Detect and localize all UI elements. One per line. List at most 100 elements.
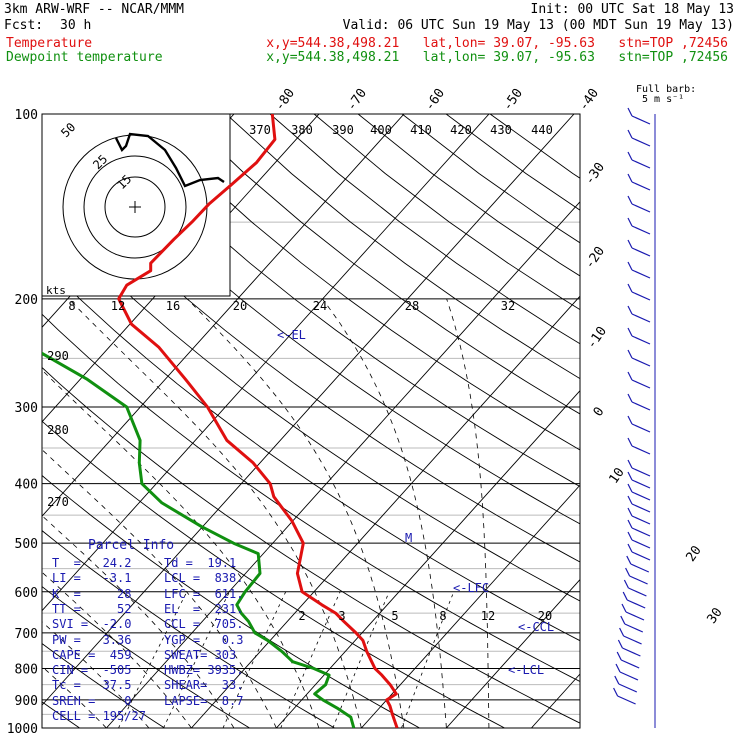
dry-adiabat (42, 420, 506, 728)
temperature-tick-label: -80 (272, 86, 298, 114)
moist-adiabat (42, 369, 320, 728)
wind-barb (622, 647, 641, 657)
wind-barb (619, 671, 639, 681)
isotherm (361, 484, 580, 728)
wind-barb (613, 687, 619, 697)
mixing-ratio-label: 12 (481, 609, 495, 623)
mixing-ratio-label: 2 (298, 609, 305, 623)
temperature-tick-label: 30 (704, 605, 725, 626)
pressure-tick-label: 600 (15, 586, 38, 601)
ccl-annotation: <-CCL (518, 620, 554, 634)
parcel-info-row: LI = -3.1 LCL = 838. (52, 571, 243, 586)
parcel-info-right: LCL = 838. (164, 571, 244, 586)
wind-barb (616, 651, 622, 661)
wind-barbs (613, 107, 656, 728)
parcel-info-row: Tc = 37.5 SHEAR= 33. (52, 678, 243, 693)
hodo-speed-tick: 12 (111, 299, 125, 313)
dry-adiabat (42, 474, 421, 728)
moist-adiabat (42, 449, 277, 728)
wind-barb (631, 269, 651, 279)
parcel-info-right: EL = 231. (164, 601, 244, 616)
wind-barb (625, 567, 631, 577)
temperature-tick-label: -10 (584, 324, 610, 352)
moist-adiabat (42, 571, 192, 728)
dry-adiabat (42, 585, 251, 728)
wind-barb (627, 261, 633, 271)
temperature-tick-label: 20 (683, 543, 704, 564)
dry-adiabat (401, 114, 580, 244)
dry-adiabat (313, 114, 580, 311)
dry-adiabat (42, 208, 580, 602)
wind-barb (631, 401, 651, 411)
theta-label: 270 (47, 495, 69, 509)
wind-barb (627, 519, 633, 529)
wind-barb (631, 137, 651, 147)
dewpoint-legend: Dewpoint temperature (6, 50, 163, 65)
theta-label: 440 (531, 123, 553, 137)
isotherm (701, 114, 740, 728)
dewpoint-location: x,y=544.38,498.21 lat,lon= 39.07, -95.63… (266, 50, 728, 65)
wind-barb (627, 283, 633, 293)
wind-barb (631, 159, 651, 169)
dry-adiabat (137, 114, 580, 451)
hodograph-trace (114, 132, 225, 188)
wind-barb (627, 129, 633, 139)
wind-barb (631, 115, 651, 125)
theta-label: 290 (47, 349, 69, 363)
dry-adiabat (445, 114, 580, 211)
parcel-info-left: PW = 3.36 (52, 632, 132, 647)
isotherm (42, 114, 490, 612)
wind-barb (631, 313, 651, 323)
pressure-tick-label: 1000 (7, 722, 38, 737)
wind-barb (631, 335, 651, 345)
parcel-info-left: CIN = -505 (52, 663, 132, 678)
forecast-label: Fcst: (4, 18, 44, 33)
pressure-tick-label: 500 (15, 537, 38, 552)
mixing-ratio-label: 3 (338, 609, 345, 623)
hodo-speed-tick: 16 (166, 299, 180, 313)
parcel-info-left: TT = 52 (52, 601, 132, 616)
sounding-traces (42, 114, 399, 728)
hodo-speed-tick: 32 (501, 299, 515, 313)
parcel-info-panel: Parcel Info T = 24.2 Td = 19.1 LI = -3.1 LC… (44, 538, 264, 723)
init-time: Init: 00 UTC Sat 18 May 13 (530, 2, 735, 17)
wind-barb (617, 695, 636, 705)
wind-barb (614, 675, 620, 685)
wind-barb (620, 615, 626, 625)
parcel-info-right: SWEAT= 303 (164, 647, 237, 662)
wind-barb (627, 459, 633, 469)
theta-label: 280 (47, 423, 69, 437)
wind-barb (627, 305, 633, 315)
parcel-marker: M (405, 531, 412, 545)
wind-barb (631, 203, 651, 213)
parcel-info-row: K = 28 LFC = 611. (52, 586, 243, 602)
wind-barb (615, 663, 621, 673)
parcel-info-left: LI = -3.1 (52, 571, 132, 586)
dry-adiabat (269, 114, 580, 345)
wind-barb (631, 423, 651, 433)
wind-barb (630, 563, 650, 573)
isobar-lines (41, 113, 581, 729)
moist-adiabat (186, 298, 405, 728)
wind-barb (627, 543, 633, 553)
hodo-speed-tick: 28 (405, 299, 419, 313)
temperature-legend: Temperature (6, 36, 93, 51)
isotherm (42, 114, 405, 517)
wind-barb (631, 445, 651, 455)
wind-barb (627, 507, 633, 517)
wind-barb (627, 217, 633, 227)
wind-barb (631, 491, 651, 501)
dry-adiabat (42, 155, 580, 563)
theta-label: 420 (450, 123, 472, 137)
parcel-info-right: SHEAR= 33. (164, 678, 244, 693)
parcel-info-left: K = 28 (52, 586, 132, 601)
wind-barb (631, 467, 651, 477)
wind-barb (631, 357, 651, 367)
wind-barb (627, 371, 633, 381)
wind-barb (625, 611, 645, 621)
theta-label: 370 (249, 123, 271, 137)
wind-barb (631, 515, 651, 525)
wind-barb (631, 551, 651, 561)
hodo-speed-tick: 20 (233, 299, 247, 313)
